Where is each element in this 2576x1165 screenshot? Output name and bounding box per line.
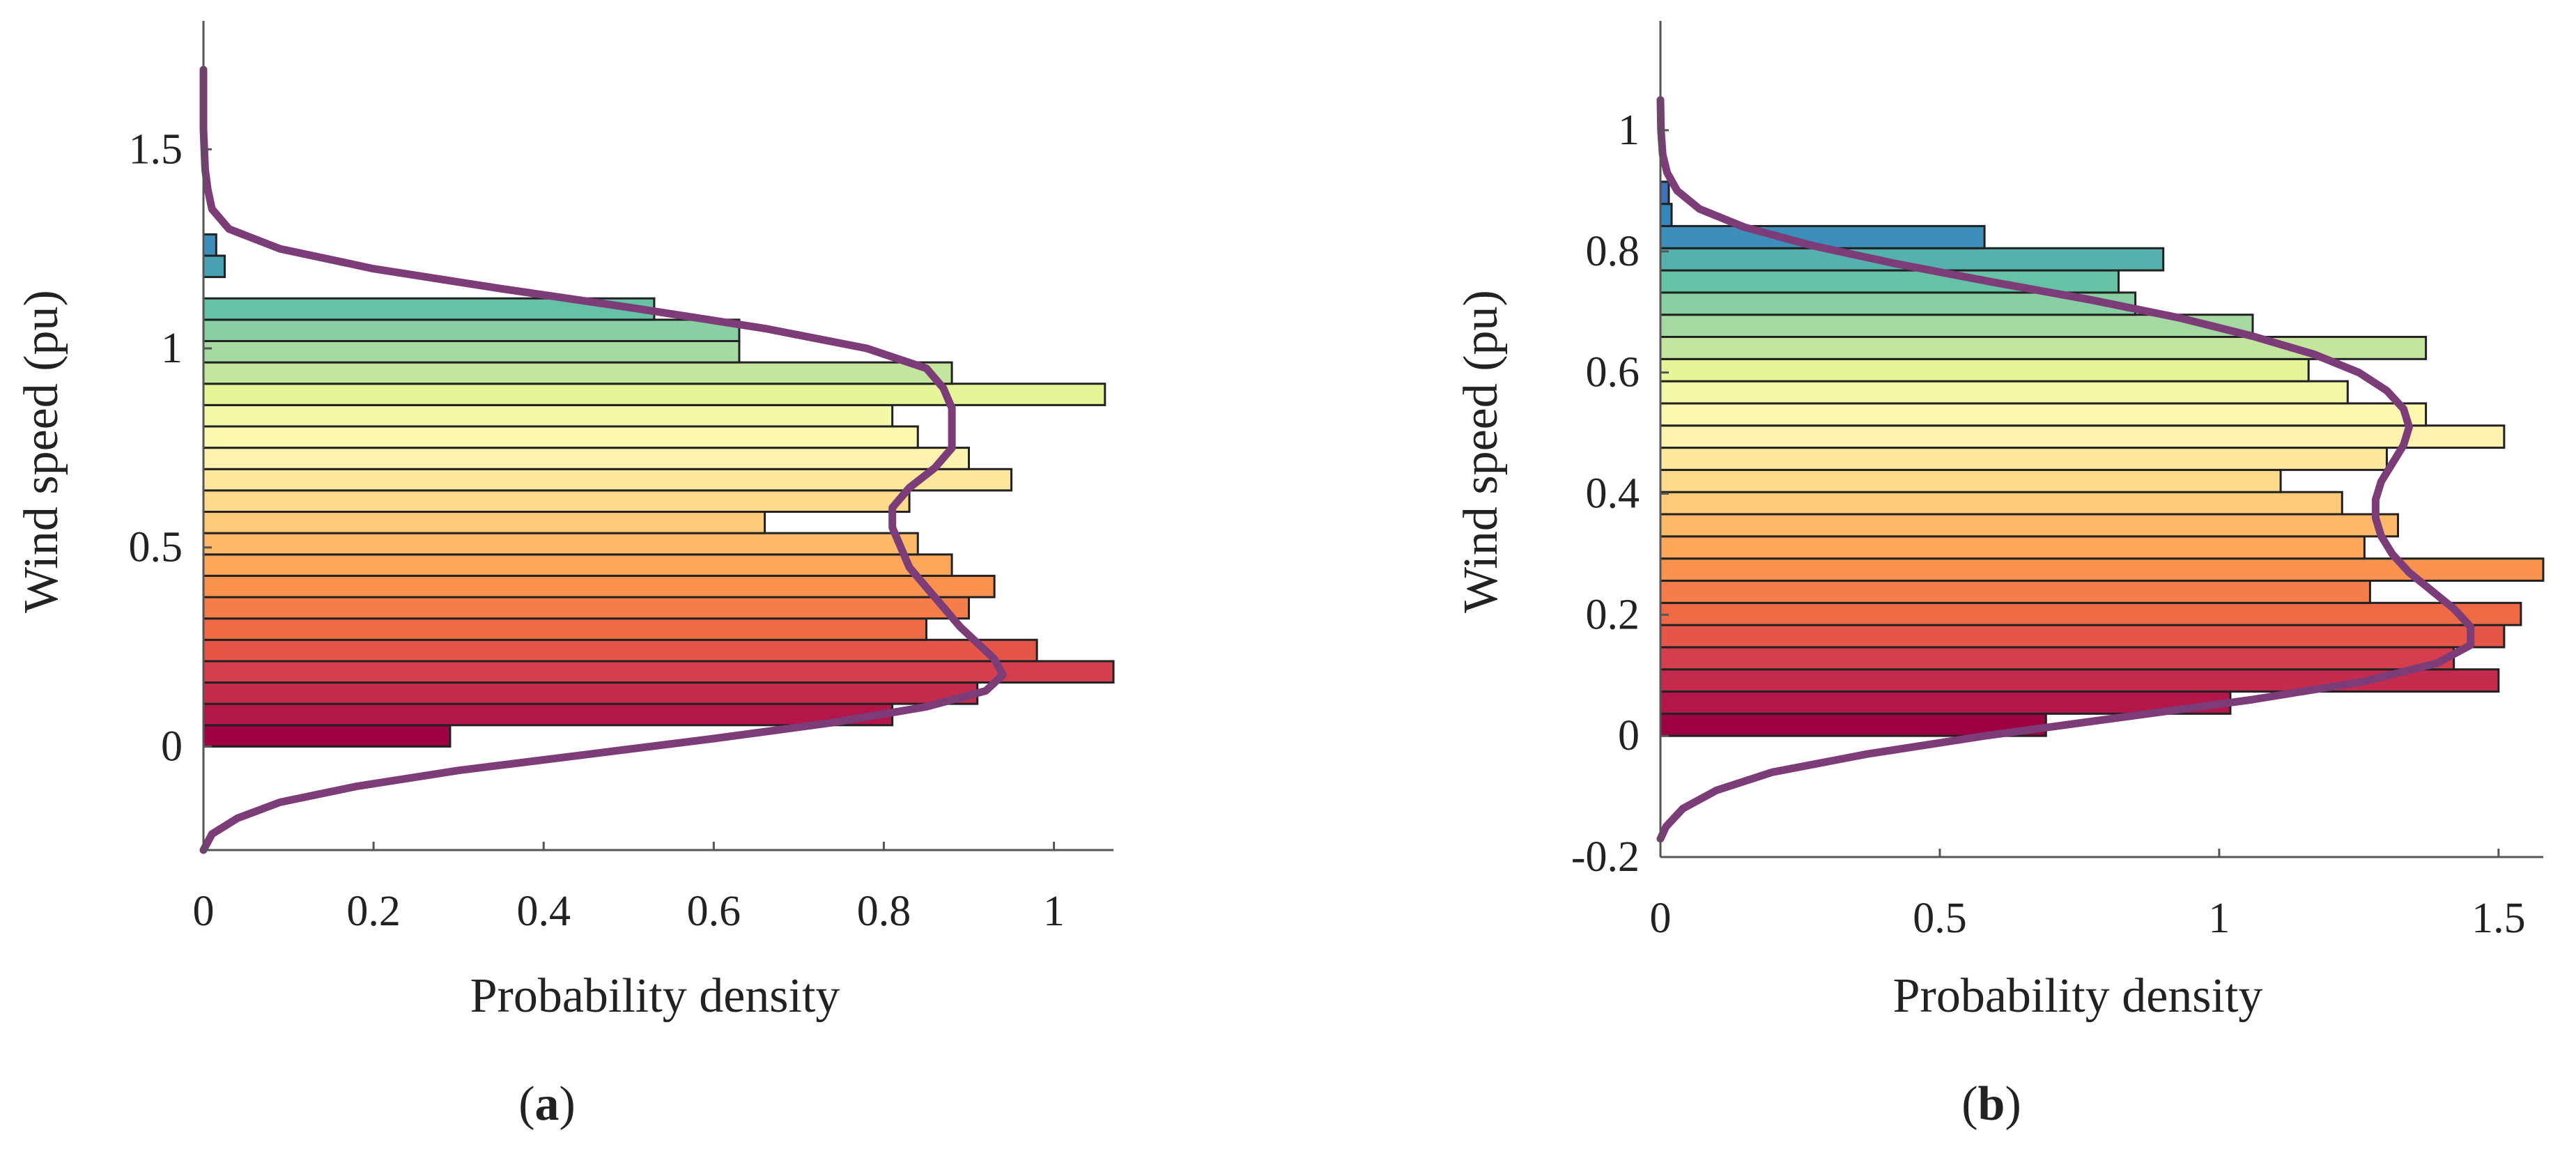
x-ticks-a: 0 0.2 0.4 0.6 0.8 1 xyxy=(193,842,1065,935)
kde-curve-a xyxy=(199,65,1007,854)
histogram-bar xyxy=(1659,314,2254,339)
histogram-bar xyxy=(202,638,1038,663)
histogram-bar xyxy=(202,489,911,514)
histogram-bar xyxy=(1659,601,2522,626)
panel-label-b: (b) xyxy=(1961,1077,2021,1131)
histogram-bar xyxy=(1659,357,2310,383)
histogram-bar xyxy=(202,468,1013,492)
histogram-bar xyxy=(1659,646,2455,671)
histogram-bar xyxy=(202,403,894,428)
histogram-bars-a xyxy=(202,233,1115,748)
x-axis-label-a: Probability density xyxy=(470,969,840,1023)
histogram-bar xyxy=(202,511,766,534)
x-tick-label: 0.5 xyxy=(1913,895,1967,942)
histogram-bar xyxy=(202,532,919,556)
histogram-bar xyxy=(202,553,953,577)
x-tick-label: 1 xyxy=(1043,888,1065,935)
x-tick-label: 0 xyxy=(1650,895,1672,942)
histogram-bar xyxy=(202,339,741,364)
histogram-bar xyxy=(1659,424,2506,449)
kde-curve-b xyxy=(1656,96,2475,843)
y-tick-label: 0 xyxy=(1618,712,1640,759)
histogram-bar xyxy=(1659,491,2343,516)
histogram-bar xyxy=(1659,180,1670,206)
x-tick-label: 0.8 xyxy=(857,888,911,935)
histogram-bar xyxy=(202,361,953,385)
y-tick-label: 1 xyxy=(1618,107,1640,154)
y-ticks-b: -0.2 0 0.2 0.4 0.6 0.8 1 xyxy=(1571,107,1669,881)
histogram-bar xyxy=(202,574,996,599)
y-axis-label-a: Wind speed (pu) xyxy=(15,290,68,613)
histogram-bar xyxy=(202,702,894,727)
histogram-bar xyxy=(1659,203,1673,227)
histogram-bar xyxy=(202,318,741,342)
histogram-bar xyxy=(202,254,226,279)
y-tick-label: 1.5 xyxy=(129,125,183,173)
histogram-bar xyxy=(202,724,452,748)
x-tick-label: 0 xyxy=(193,888,215,935)
y-tick-label: -0.2 xyxy=(1571,833,1640,881)
panel-label-a: (a) xyxy=(518,1077,576,1131)
histogram-bar xyxy=(1659,468,2282,493)
x-tick-label: 1 xyxy=(2208,895,2230,942)
x-tick-label: 1.5 xyxy=(2471,895,2526,942)
x-tick-label: 0.4 xyxy=(516,888,571,935)
histogram-bar xyxy=(1659,579,2371,604)
histogram-bar xyxy=(1659,535,2366,560)
x-ticks-b: 0 0.5 1 1.5 xyxy=(1650,849,2526,942)
panel-letter-a: a xyxy=(535,1077,560,1131)
histogram-bar xyxy=(202,233,217,257)
x-axis-label-b: Probability density xyxy=(1893,969,2263,1023)
chart-panel-a: 0 0.5 1 1.5 0 0.2 0.4 0.6 0.8 1 Probability dens… xyxy=(15,21,1115,1131)
histogram-bar xyxy=(202,660,1115,684)
histogram-bar xyxy=(1659,380,2349,405)
y-tick-label: 0.2 xyxy=(1586,591,1640,638)
histogram-bar xyxy=(1659,513,2400,538)
panel-letter-b: b xyxy=(1978,1077,2005,1131)
y-tick-label: 0 xyxy=(161,723,183,770)
y-tick-label: 1 xyxy=(161,325,183,372)
y-axis-label-b: Wind speed (pu) xyxy=(1454,290,1508,613)
histogram-bar xyxy=(202,425,919,449)
histogram-bar xyxy=(1659,447,2388,471)
chart-panel-b: -0.200.20.40.60.81 0 0.5 1 1.5 Probability … xyxy=(1454,21,2545,1131)
x-tick-label: 0.6 xyxy=(687,888,741,935)
y-tick-label: 0.6 xyxy=(1586,349,1640,396)
y-tick-label: 0.5 xyxy=(129,524,183,571)
histogram-bar xyxy=(1659,402,2428,427)
y-ticks-a: 0 0.5 1 1.5 xyxy=(129,125,212,770)
histogram-bar xyxy=(202,681,979,705)
histogram-bar xyxy=(202,617,927,641)
x-tick-label: 0.2 xyxy=(346,888,401,935)
histogram-bar xyxy=(202,596,971,620)
y-tick-label: 0.4 xyxy=(1586,470,1640,517)
histogram-bar xyxy=(202,383,1106,406)
histogram-bar xyxy=(202,447,971,470)
histogram-bars-b xyxy=(1659,180,2545,737)
histogram-bar xyxy=(1659,624,2506,649)
y-tick-label: 0.8 xyxy=(1586,228,1640,275)
